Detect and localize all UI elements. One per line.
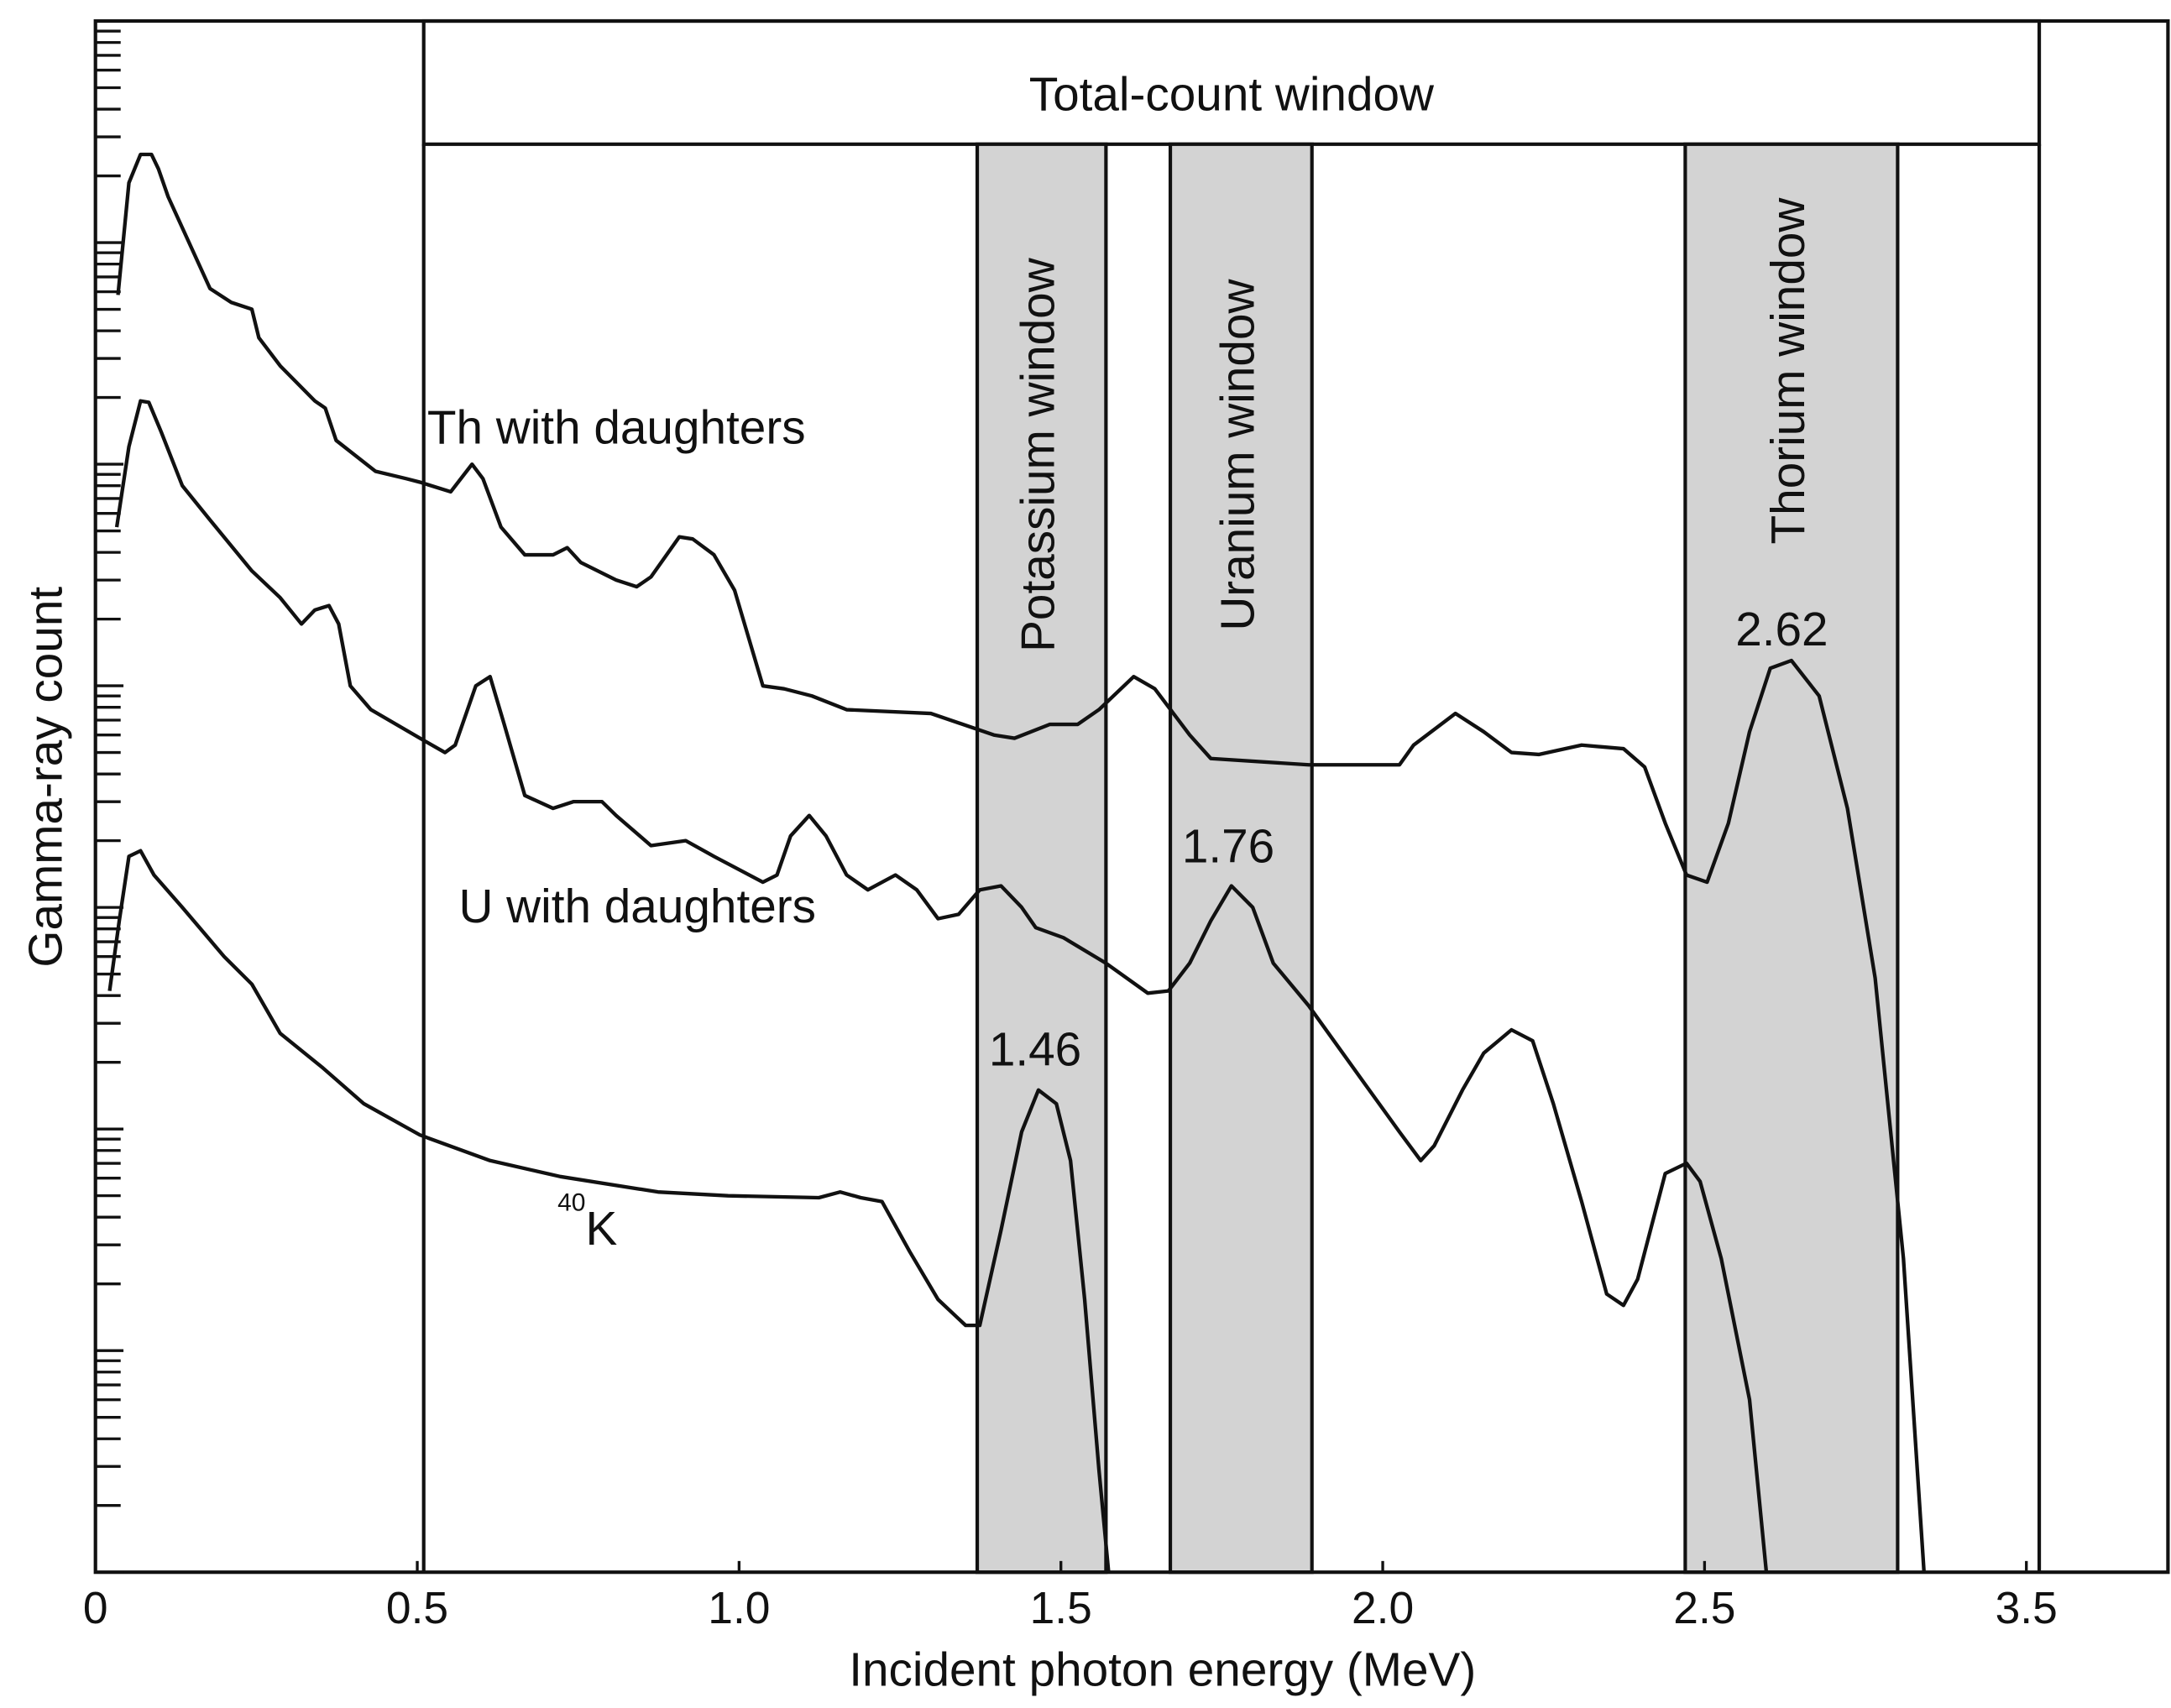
window-label: Total-count window (1029, 69, 1435, 122)
window-label: Uranium window (1211, 279, 1264, 631)
peak-label: 2.62 (1735, 603, 1828, 656)
x-tick-label: 2.5 (1673, 1584, 1735, 1633)
x-tick-label: 3.5 (1996, 1584, 2058, 1633)
spectrum-line (114, 399, 1769, 1573)
x-tick-label: 1.5 (1030, 1584, 1092, 1633)
plot-frame (93, 18, 2170, 1575)
series-label: Th with daughters (427, 402, 806, 455)
energy-window (975, 142, 1108, 1575)
y-axis-label: Gamma-ray count (20, 587, 73, 968)
series-label-superscript: 40 (557, 1188, 585, 1216)
peak-label: 1.46 (989, 1023, 1081, 1076)
x-tick-label: 2.0 (1352, 1584, 1414, 1633)
spectrum-line (116, 152, 1926, 1573)
spectrum-line (107, 849, 1111, 1573)
x-axis-label: Incident photon energy (MeV) (849, 1643, 1476, 1696)
series-label: U with daughters (458, 880, 816, 933)
energy-window (1168, 142, 1314, 1575)
x-tick-label: 1.0 (708, 1584, 770, 1633)
energy-window (1683, 142, 1900, 1575)
x-tick-label: 0.5 (386, 1584, 448, 1633)
x-tick-label: 0 (83, 1584, 108, 1633)
series-label: K (586, 1203, 618, 1256)
window-label: Thorium window (1762, 197, 1815, 545)
peak-label: 1.76 (1182, 820, 1274, 873)
window-header (421, 18, 2042, 146)
window-label: Potassium window (1012, 257, 1065, 652)
